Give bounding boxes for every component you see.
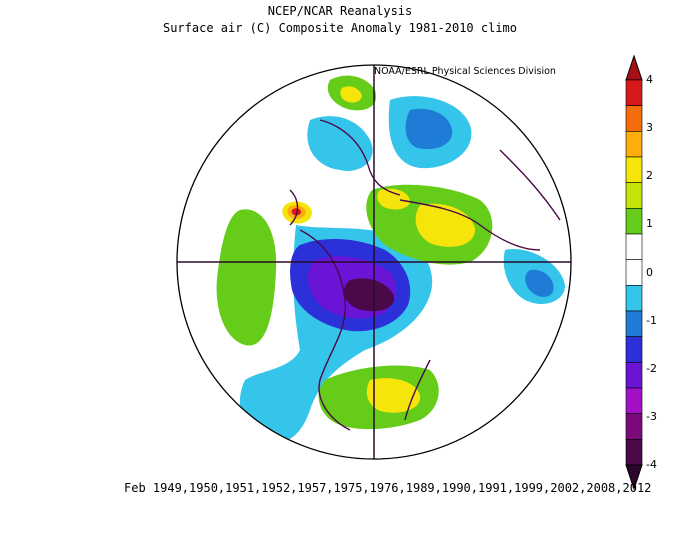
- colorbar-swatch: [625, 208, 643, 235]
- colorbar-swatch: [625, 285, 643, 312]
- colorbar-swatch: [625, 156, 643, 183]
- colorbar-tick-label: 4: [646, 73, 653, 86]
- colorbar-tick-label: -4: [646, 458, 657, 471]
- colorbar-min-arrow: [625, 464, 643, 491]
- arctic-cold-anomaly: [307, 116, 373, 171]
- colorbar: [625, 54, 643, 491]
- colorbar-tick-label: 2: [646, 169, 653, 183]
- pacific-warm-anomaly: [216, 209, 277, 346]
- colorbar-swatch: [625, 439, 643, 466]
- colorbar-swatch: [625, 131, 643, 158]
- composite-years-caption: Feb 1949,1950,1951,1952,1957,1975,1976,1…: [124, 481, 652, 495]
- colorbar-tick-label: -3: [646, 409, 657, 423]
- colorbar-tick-label: -1: [646, 313, 657, 327]
- map-subtitle: Surface air (C) Composite Anomaly 1981-2…: [162, 21, 517, 35]
- colorbar-swatch: [625, 233, 643, 260]
- colorbar-tick-label: -2: [646, 361, 657, 375]
- colorbar-swatch: [625, 259, 643, 286]
- colorbar-swatch: [625, 413, 643, 440]
- colorbar-swatch: [625, 79, 643, 106]
- colorbar-tick-label: 1: [646, 217, 653, 231]
- colorbar-tick-label: 0: [646, 265, 653, 279]
- map-boundary: [176, 64, 572, 460]
- colorbar-swatch: [625, 387, 643, 414]
- colorbar-max-arrow: [625, 54, 643, 81]
- colorbar-swatch: [625, 182, 643, 209]
- map-title: NCEP/NCAR Reanalysis: [267, 4, 413, 18]
- colorbar-tick-label: 3: [646, 121, 653, 135]
- anomaly-field: [177, 65, 571, 459]
- colorbar-swatch: [625, 310, 643, 337]
- credit-label: NOAA/ESRL Physical Sciences Division: [374, 66, 556, 77]
- colorbar-swatch: [625, 105, 643, 132]
- colorbar-swatch: [625, 336, 643, 363]
- colorbar-swatch: [625, 362, 643, 389]
- coastlines: [289, 119, 561, 431]
